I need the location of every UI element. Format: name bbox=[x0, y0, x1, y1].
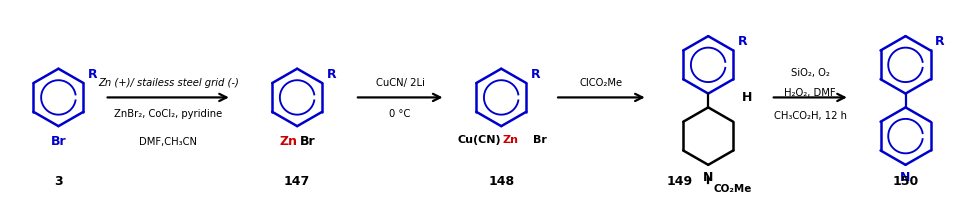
Text: R: R bbox=[738, 35, 748, 48]
Text: Zn: Zn bbox=[280, 134, 297, 147]
Text: R: R bbox=[89, 68, 98, 81]
Text: Br: Br bbox=[51, 135, 67, 147]
Text: R: R bbox=[935, 35, 945, 48]
Text: Br: Br bbox=[533, 134, 547, 144]
Text: 148: 148 bbox=[488, 174, 515, 187]
Text: 0 °C: 0 °C bbox=[389, 108, 411, 118]
Text: R: R bbox=[327, 68, 336, 81]
Text: ClCO₂Me: ClCO₂Me bbox=[579, 78, 623, 88]
Text: 149: 149 bbox=[666, 174, 692, 187]
Text: CH₃CO₂H, 12 h: CH₃CO₂H, 12 h bbox=[774, 110, 846, 120]
Text: 147: 147 bbox=[284, 174, 310, 187]
Text: H₂O₂, DMF: H₂O₂, DMF bbox=[785, 88, 836, 98]
Text: Br: Br bbox=[300, 134, 315, 147]
Text: DMF,CH₃CN: DMF,CH₃CN bbox=[139, 136, 198, 146]
Text: 3: 3 bbox=[54, 174, 63, 187]
Text: R: R bbox=[531, 68, 541, 81]
Text: N: N bbox=[900, 170, 911, 183]
Text: Cu(CN): Cu(CN) bbox=[458, 134, 501, 144]
Text: ZnBr₂, CoCl₂, pyridine: ZnBr₂, CoCl₂, pyridine bbox=[114, 108, 223, 118]
Text: H: H bbox=[742, 90, 752, 103]
Text: Zn: Zn bbox=[502, 134, 519, 144]
Text: CO₂Me: CO₂Me bbox=[713, 183, 751, 193]
Text: Zn (+)/ stailess steel grid (-): Zn (+)/ stailess steel grid (-) bbox=[97, 78, 239, 88]
Text: 150: 150 bbox=[893, 174, 919, 187]
Text: SiO₂, O₂: SiO₂, O₂ bbox=[790, 68, 830, 78]
Text: N: N bbox=[703, 170, 713, 183]
Text: CuCN/ 2Li: CuCN/ 2Li bbox=[376, 78, 424, 88]
